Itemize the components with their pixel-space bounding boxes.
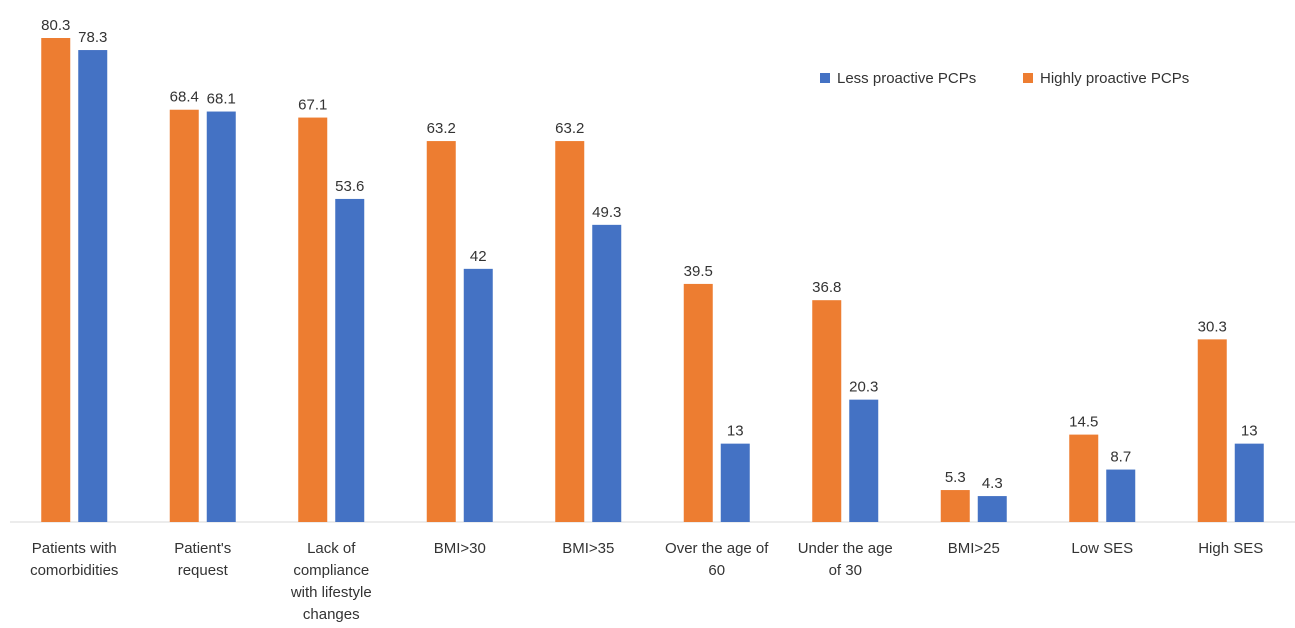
bar-less-8	[1106, 469, 1136, 522]
data-label-highly-3: 63.2	[427, 120, 456, 137]
data-label-highly-6: 36.8	[812, 279, 841, 296]
data-label-highly-1: 68.4	[170, 89, 199, 106]
category-label-3: BMI>30	[434, 540, 486, 557]
bar-highly-9	[1197, 339, 1227, 522]
bar-highly-4	[555, 141, 585, 523]
category-label-1: Patient's request	[174, 540, 231, 579]
data-label-highly-9: 30.3	[1198, 318, 1227, 335]
legend-swatch-0	[820, 73, 830, 83]
bar-highly-2	[298, 117, 328, 522]
bar-less-2	[335, 198, 365, 522]
data-label-highly-0: 80.3	[41, 17, 70, 34]
category-label-6: Under the age of 30	[798, 540, 893, 579]
bar-less-7	[977, 496, 1007, 522]
bar-highly-8	[1069, 434, 1099, 522]
category-label-2: Lack of compliance with lifestyle changes	[290, 540, 372, 623]
bar-highly-3	[426, 141, 456, 523]
data-label-less-2: 53.6	[335, 178, 364, 195]
bar-less-3	[463, 268, 493, 522]
category-label-0: Patients with comorbidities	[30, 540, 118, 579]
data-label-less-6: 20.3	[849, 379, 878, 396]
data-label-less-5: 13	[727, 423, 744, 440]
bar-highly-5	[683, 283, 713, 522]
category-label-5: Over the age of 60	[665, 540, 769, 579]
bar-less-1	[206, 111, 236, 523]
bar-highly-6	[812, 300, 842, 522]
data-label-highly-7: 5.3	[945, 469, 966, 486]
data-label-less-4: 49.3	[592, 204, 621, 221]
bar-less-5	[720, 443, 750, 522]
bar-less-6	[849, 399, 879, 522]
bar-highly-1	[169, 109, 199, 523]
legend-label-0: Less proactive PCPs	[837, 70, 976, 87]
data-label-less-9: 13	[1241, 423, 1258, 440]
bar-highly-7	[940, 490, 970, 522]
category-label-9: High SES	[1198, 540, 1263, 557]
data-label-highly-5: 39.5	[684, 263, 713, 280]
category-label-7: BMI>25	[948, 540, 1000, 557]
legend-swatch-1	[1023, 73, 1033, 83]
data-label-less-1: 68.1	[207, 91, 236, 108]
data-label-less-7: 4.3	[982, 475, 1003, 492]
data-label-highly-4: 63.2	[555, 120, 584, 137]
category-label-4: BMI>35	[562, 540, 614, 557]
bar-less-4	[592, 224, 622, 523]
data-label-less-8: 8.7	[1110, 449, 1131, 466]
bar-less-0	[78, 50, 108, 522]
bar-highly-0	[41, 38, 71, 522]
category-label-8: Low SES	[1071, 540, 1133, 557]
legend-label-1: Highly proactive PCPs	[1040, 70, 1189, 87]
data-label-less-0: 78.3	[78, 29, 107, 46]
data-label-highly-2: 67.1	[298, 97, 327, 114]
data-label-less-3: 42	[470, 248, 487, 265]
bar-less-9	[1234, 443, 1264, 522]
data-label-highly-8: 14.5	[1069, 414, 1098, 431]
